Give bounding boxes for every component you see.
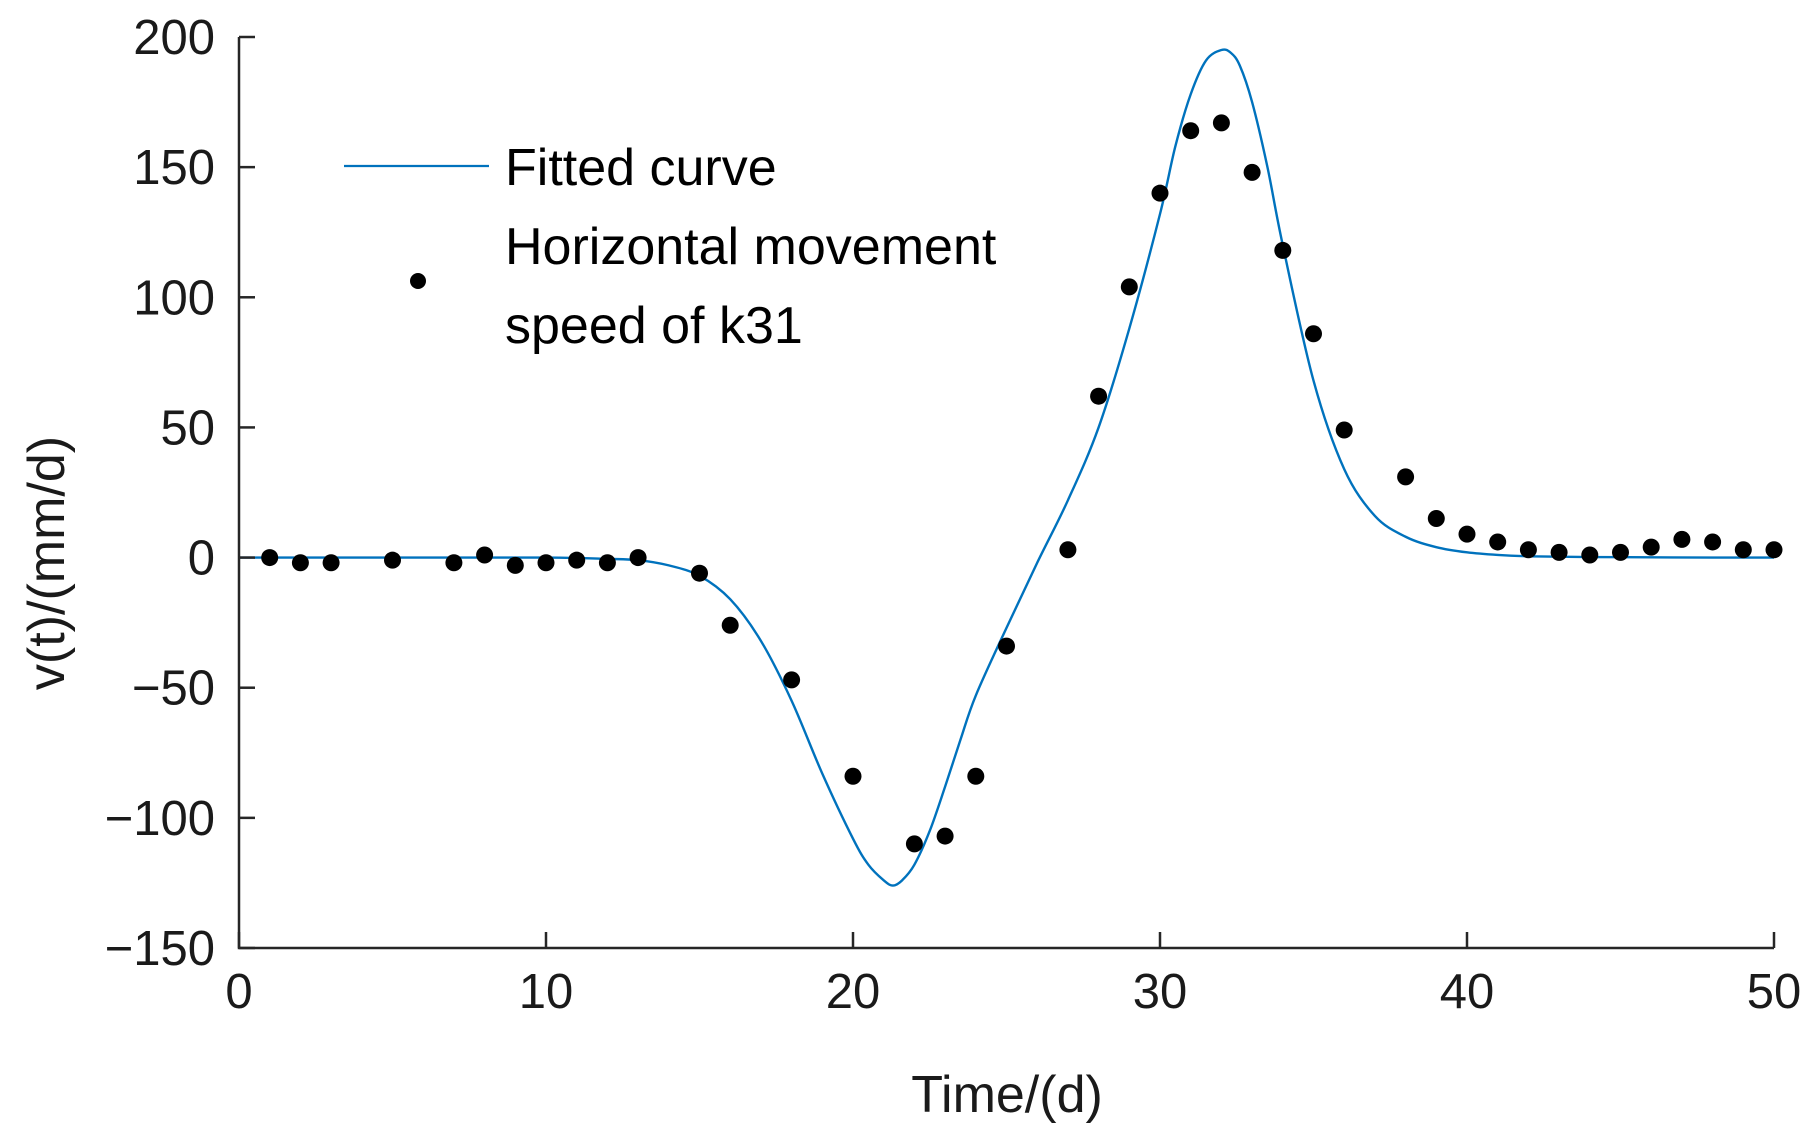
data-point: [1212, 114, 1230, 132]
data-point: [506, 556, 524, 574]
data-point: [1519, 541, 1537, 559]
x-tick-label: 50: [1747, 965, 1802, 1019]
y-tick-label: 100: [133, 271, 215, 325]
legend-marker-swatch: [410, 273, 426, 289]
x-tick-label: 20: [826, 965, 881, 1019]
data-point: [261, 549, 279, 567]
data-point: [1489, 533, 1507, 551]
legend: Fitted curve Horizontal movement speed o…: [344, 139, 997, 355]
data-point: [844, 767, 862, 785]
data-point: [445, 554, 463, 572]
data-point: [967, 767, 985, 785]
data-point: [1274, 241, 1292, 259]
y-tick-label: 0: [188, 532, 215, 586]
data-point: [629, 549, 647, 567]
x-axis-title: Time/(d): [911, 1066, 1103, 1124]
data-point: [1642, 538, 1660, 556]
data-point: [936, 827, 954, 845]
y-tick-label: 50: [160, 401, 215, 455]
data-point: [1182, 122, 1200, 140]
data-point: [537, 554, 555, 572]
y-tick-label: 200: [133, 11, 215, 65]
data-point: [568, 551, 586, 569]
legend-label-fitted-curve: Fitted curve: [505, 139, 777, 197]
axis-ticks: 0 10 20 30 40 50 −150 −100 −50 0 50 100 150 200: [105, 11, 1802, 1019]
data-point: [1427, 510, 1445, 528]
legend-label-observed-line-1: Horizontal movement: [505, 218, 997, 276]
y-tick-label: −150: [105, 922, 215, 976]
data-point: [1734, 541, 1752, 559]
legend-label-observed-line-2: speed of k31: [505, 297, 803, 355]
data-point: [905, 835, 923, 853]
fitted-curve-line: [238, 48, 1775, 887]
data-point: [1704, 533, 1722, 551]
data-point: [1335, 421, 1353, 439]
axis-lines: [237, 37, 1774, 950]
x-tick-label: 0: [225, 965, 252, 1019]
data-point: [476, 546, 494, 564]
data-point: [322, 554, 340, 572]
x-tick-label: 40: [1440, 965, 1495, 1019]
data-point: [1090, 387, 1108, 405]
data-point: [598, 554, 616, 572]
plot-area: [238, 48, 1783, 887]
data-point: [384, 551, 401, 569]
data-point: [1765, 541, 1783, 559]
data-point: [1397, 468, 1415, 486]
data-point: [1673, 530, 1691, 548]
y-tick-label: −50: [132, 662, 215, 716]
data-point: [1120, 278, 1138, 296]
x-tick-label: 10: [519, 965, 574, 1019]
data-point: [1059, 541, 1077, 559]
data-point: [1305, 325, 1322, 343]
y-axis-title: v(t)/(mm/d): [18, 436, 76, 690]
data-point: [291, 554, 309, 572]
y-tick-label: −100: [105, 792, 215, 846]
data-point: [1243, 163, 1261, 181]
data-point: [1581, 546, 1599, 564]
data-point: [1612, 543, 1629, 561]
data-point: [1458, 525, 1476, 543]
y-tick-label: 150: [133, 141, 215, 195]
data-point: [783, 671, 801, 689]
data-point: [1550, 543, 1568, 561]
data-point: [721, 616, 739, 634]
x-tick-label: 30: [1133, 965, 1188, 1019]
data-point: [1151, 184, 1169, 202]
data-point: [691, 564, 708, 582]
data-point: [998, 637, 1015, 655]
